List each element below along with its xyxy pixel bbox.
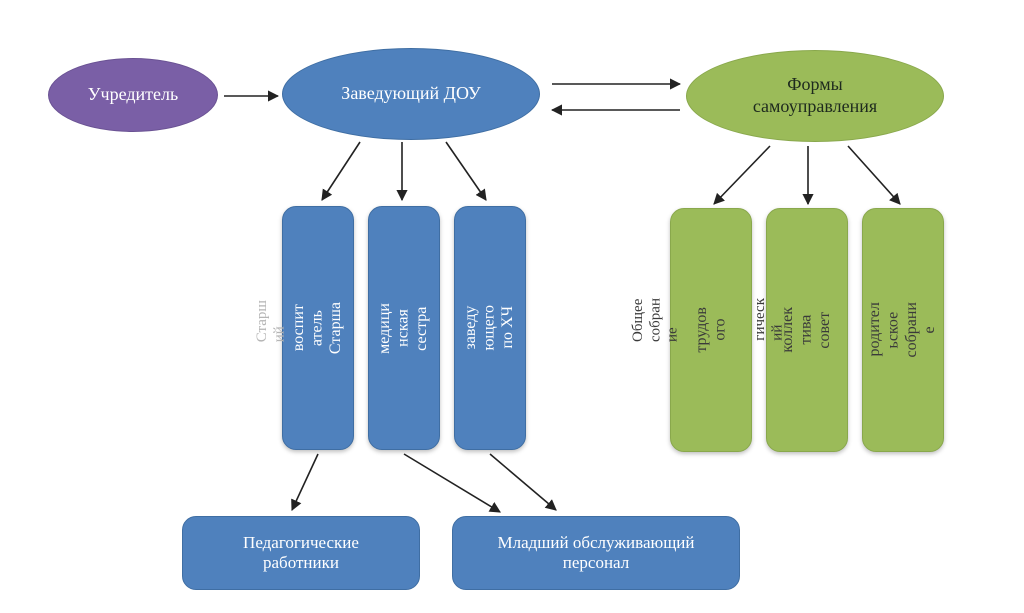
node-selfgov: Формы самоуправления	[686, 50, 944, 142]
side-label-left: Старш ий	[254, 300, 289, 342]
vbox-nurse-label: медици нская сестра	[376, 303, 431, 354]
node-selfgov-label: Формы самоуправления	[753, 74, 877, 117]
side-label-middle: Общее собран ие	[630, 298, 682, 342]
node-director-label: Заведующий ДОУ	[341, 83, 480, 105]
node-junior-staff-label: Младший обслуживающий персонал	[498, 533, 695, 574]
a-sg-vg1	[714, 146, 770, 204]
vbox-parent-meeting-label: родител ьское собрани е	[866, 302, 940, 357]
a-dir-vb1	[322, 142, 360, 200]
node-junior-staff: Младший обслуживающий персонал	[452, 516, 740, 590]
a-vb1-ped	[292, 454, 318, 510]
node-pedagogical-label: Педагогические работники	[243, 533, 359, 574]
node-pedagogical: Педагогические работники	[182, 516, 420, 590]
a-vb2-jun	[404, 454, 500, 512]
vbox-senior-educator-label: воспит атель Старша	[290, 302, 345, 354]
vbox-hoz-label: заведу ющего по ХЧ	[462, 305, 517, 351]
vbox-council-label: коллек тива совет	[779, 307, 834, 353]
vbox-parent-meeting: родител ьское собрани е	[862, 208, 944, 452]
a-dir-vb3	[446, 142, 486, 200]
vbox-labor: трудов ого	[670, 208, 752, 452]
node-founder-label: Учредитель	[88, 84, 178, 106]
side-label-right: гическ ий	[752, 298, 787, 341]
diagram-stage: Учредитель Заведующий ДОУ Формы самоупра…	[0, 0, 1024, 613]
node-director: Заведующий ДОУ	[282, 48, 540, 140]
node-founder: Учредитель	[48, 58, 218, 132]
vbox-hoz: заведу ющего по ХЧ	[454, 206, 526, 450]
vbox-labor-label: трудов ого	[693, 307, 730, 353]
vbox-senior-educator: воспит атель Старша	[282, 206, 354, 450]
a-sg-vg3	[848, 146, 900, 204]
a-vb3-jun	[490, 454, 556, 510]
vbox-nurse: медици нская сестра	[368, 206, 440, 450]
